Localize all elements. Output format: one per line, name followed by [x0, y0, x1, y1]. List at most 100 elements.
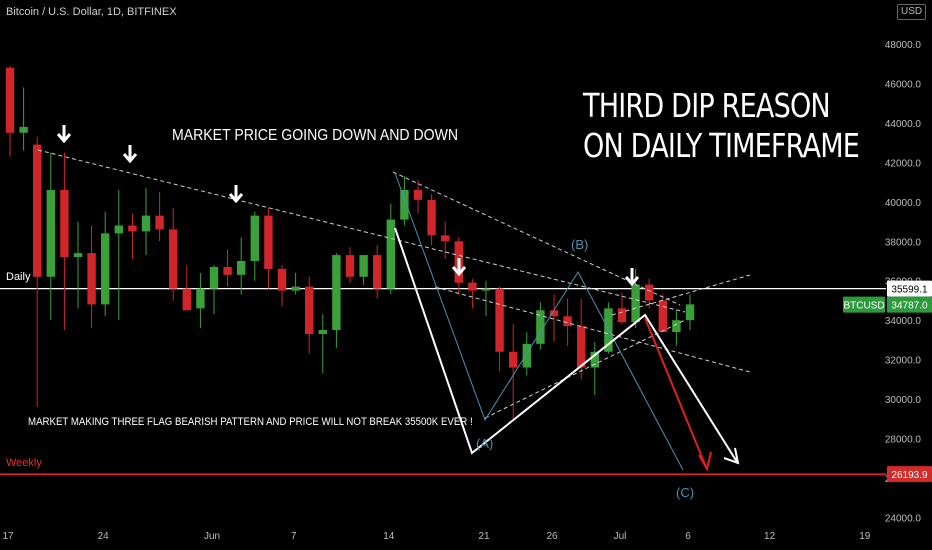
candle[interactable]	[209, 264, 219, 315]
candle[interactable]	[155, 191, 164, 242]
candle-body	[345, 255, 355, 277]
time-tick-label: 24	[98, 531, 110, 542]
candle[interactable]	[237, 237, 246, 295]
candle[interactable]	[19, 87, 28, 151]
candle[interactable]	[33, 136, 42, 407]
symbol-title: Bitcoin / U.S. Dollar, 1D, BITFINEX	[6, 6, 177, 18]
candle[interactable]	[359, 255, 368, 285]
candle-body	[237, 261, 246, 275]
price-tick-label: 42000.0	[885, 158, 922, 169]
headline-annotation: THIRD DIP REASON ON DAILY TIMEFRAME	[583, 86, 860, 166]
candle-body	[658, 300, 667, 333]
daily-price-tag[interactable]: 35599.1	[887, 280, 932, 297]
candle[interactable]	[87, 225, 96, 329]
candle[interactable]	[345, 247, 355, 283]
candle[interactable]	[386, 203, 395, 295]
candle-body	[631, 284, 640, 323]
price-tick-label: 44000.0	[885, 119, 922, 130]
candle[interactable]	[141, 188, 151, 256]
candle[interactable]	[672, 310, 681, 346]
candle-body	[685, 304, 695, 321]
candle[interactable]	[427, 193, 436, 246]
candle[interactable]	[590, 341, 599, 396]
candle[interactable]	[101, 211, 110, 317]
flag-lower-line[interactable]	[434, 286, 751, 373]
candle-body	[617, 308, 627, 323]
candle-body	[114, 225, 123, 234]
candle-body	[128, 225, 137, 232]
down-arrow-icon	[624, 268, 640, 287]
candle[interactable]	[332, 253, 341, 348]
candle[interactable]	[305, 276, 314, 354]
candle[interactable]	[264, 207, 273, 289]
flag-upper-line[interactable]	[392, 171, 681, 306]
candle-body	[277, 268, 287, 291]
candle[interactable]	[114, 189, 123, 321]
candle-body	[60, 189, 69, 258]
svg-text:26193.9: 26193.9	[891, 470, 928, 481]
candle-body	[101, 233, 110, 305]
candle[interactable]	[128, 213, 137, 260]
candle[interactable]	[373, 245, 382, 299]
time-tick-label: 12	[764, 531, 776, 542]
descending-trendline[interactable]	[37, 149, 686, 313]
candle-body	[73, 253, 83, 258]
rising-line-upper[interactable]	[611, 274, 751, 316]
candle[interactable]	[400, 176, 409, 226]
candle[interactable]	[5, 65, 15, 157]
candle[interactable]	[685, 294, 695, 331]
candle-body	[413, 189, 423, 200]
candle-body	[19, 126, 28, 133]
time-tick-label: 6	[685, 531, 691, 542]
time-tick-label: 19	[859, 531, 871, 542]
candle[interactable]	[441, 221, 450, 260]
candle[interactable]	[481, 280, 491, 317]
currency-badge[interactable]: USD	[897, 4, 927, 20]
candle[interactable]	[46, 152, 55, 321]
candle-body	[645, 284, 654, 301]
pattern-note: MARKET MAKING THREE FLAG BEARISH PATTERN…	[28, 416, 473, 428]
current-price-tag[interactable]: 34787.0	[887, 296, 932, 313]
candle[interactable]	[468, 278, 477, 309]
symbol-tag[interactable]: BTCUSD	[843, 296, 885, 313]
candle-body	[87, 253, 96, 305]
headline-line-2: ON DAILY TIMEFRAME	[583, 126, 860, 165]
candle-body	[46, 189, 55, 277]
time-tick-label: 7	[291, 531, 297, 542]
candle[interactable]	[277, 264, 287, 307]
candle[interactable]	[617, 292, 627, 325]
candle-body	[5, 67, 15, 133]
white-projection-path[interactable]	[394, 227, 738, 463]
candle[interactable]	[223, 249, 232, 287]
candle[interactable]	[291, 272, 300, 295]
candle[interactable]	[509, 324, 518, 419]
candle[interactable]	[169, 207, 178, 301]
price-tick-label: 28000.0	[885, 435, 922, 446]
candle[interactable]	[318, 314, 327, 374]
time-axis: 17 24 Jun 7 14 21 26 Jul 6 12 19	[0, 522, 932, 550]
daily-line-label: Daily	[6, 271, 31, 283]
wave-abc-line[interactable]	[394, 172, 684, 471]
candle[interactable]	[196, 272, 205, 329]
subtitle-annotation: MARKET PRICE GOING DOWN AND DOWN	[172, 127, 459, 144]
candle[interactable]	[182, 264, 191, 311]
red-projection-arrow[interactable]	[644, 317, 707, 468]
down-arrow-icon	[228, 185, 244, 204]
candle-body	[359, 255, 368, 277]
candle[interactable]	[413, 180, 423, 214]
weekly-price-tag[interactable]: 26193.9	[887, 466, 932, 483]
red-arrow-head	[698, 451, 712, 472]
time-tick-label: 14	[383, 531, 395, 542]
candle[interactable]	[60, 152, 69, 331]
candle-body	[264, 215, 273, 269]
candle[interactable]	[536, 302, 545, 350]
candle-body	[196, 288, 205, 309]
candle[interactable]	[563, 298, 572, 346]
candle[interactable]	[549, 294, 559, 342]
candle-body	[373, 255, 382, 289]
candle[interactable]	[73, 221, 83, 309]
candle[interactable]	[250, 211, 259, 281]
candle[interactable]	[495, 286, 504, 372]
time-tick-label: 26	[546, 531, 558, 542]
